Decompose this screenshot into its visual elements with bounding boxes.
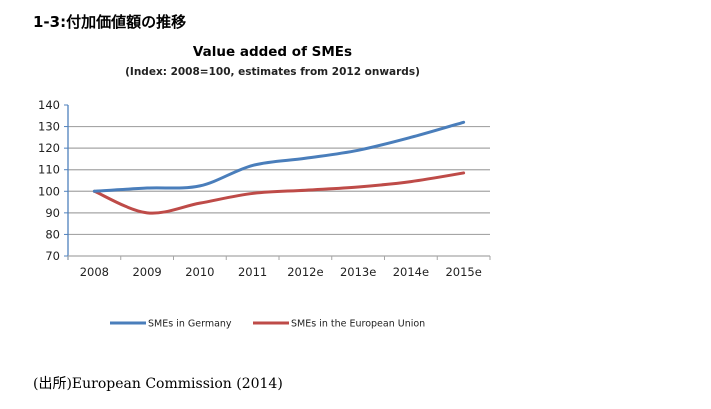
y-tick-label: 100: [38, 184, 60, 198]
legend: SMEs in Germany SMEs in the European Unio…: [110, 319, 425, 330]
legend-item-smes-in-germany: SMEs in Germany: [110, 319, 232, 330]
y-axis-ticks: 70 80 90 100 110 120 130 140: [38, 98, 68, 263]
x-tick-label: 2009: [132, 265, 161, 279]
y-tick-label: 140: [38, 98, 60, 112]
chart-title: Value added of SMEs: [192, 44, 353, 60]
y-tick-label: 90: [45, 206, 60, 220]
x-tick-label: 2011: [238, 265, 267, 279]
series-line-smes-in-the-european-union: [92, 171, 466, 215]
legend-item-smes-in-the-european-union: SMEs in the European Union: [253, 319, 425, 330]
y-tick-label: 120: [38, 141, 60, 155]
x-tick-label: 2010: [185, 265, 214, 279]
legend-label: SMEs in Germany: [148, 319, 232, 330]
x-tick-label: 2015e: [445, 265, 481, 279]
x-tick-label: 2013e: [340, 265, 376, 279]
y-tick-label: 130: [38, 120, 60, 134]
series-lines: [92, 120, 466, 215]
chart-subtitle: (Index: 2008=100, estimates from 2012 on…: [125, 66, 420, 78]
y-tick-label: 70: [45, 249, 60, 263]
page-heading: 1-3:付加価値額の推移: [33, 13, 187, 31]
y-tick-label: 80: [45, 227, 60, 241]
x-axis-ticks: 2008 2009 2010 2011 2012e 2013e 2014e 2015e: [67, 256, 491, 279]
y-tick-label: 110: [38, 163, 60, 177]
x-tick-label: 2008: [80, 265, 109, 279]
series-line-smes-in-germany: [92, 120, 466, 193]
source-note: (出所)European Commission (2014): [33, 376, 283, 392]
axes: [67, 105, 490, 260]
x-tick-label: 2014e: [393, 265, 429, 279]
x-tick-label: 2012e: [287, 265, 323, 279]
gridlines: [68, 125, 490, 236]
legend-label: SMEs in the European Union: [291, 319, 425, 330]
